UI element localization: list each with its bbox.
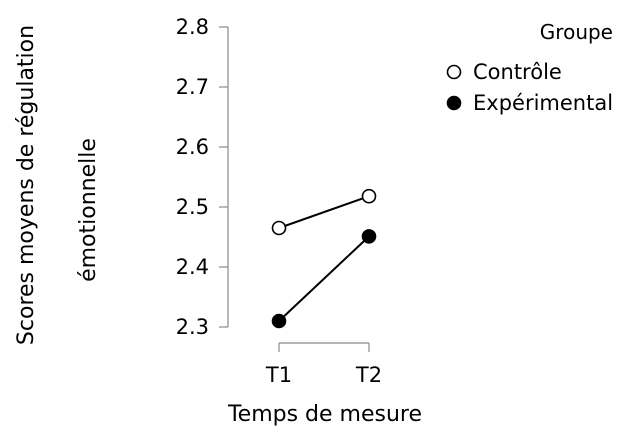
y-tick-label: 2.4 — [176, 255, 209, 279]
y-axis-title: Scores moyens de régulation émotionnelle — [14, 25, 101, 345]
y-axis-title-line-2: émotionnelle — [76, 138, 101, 282]
y-tick-label: 2.6 — [176, 135, 209, 159]
series-line — [278, 235, 370, 322]
y-axis-title-line-1: Scores moyens de régulation — [14, 25, 39, 345]
series-line — [278, 195, 370, 229]
y-axis: 2.8 2.7 2.6 2.5 2.4 2.3 — [176, 15, 229, 339]
x-tick-label: T1 — [265, 363, 292, 387]
legend-items: Contrôle Expérimental — [446, 60, 613, 115]
legend-marker — [446, 64, 462, 80]
data-point — [361, 229, 377, 244]
series-experimental — [271, 229, 377, 329]
legend-label: Contrôle — [473, 60, 562, 84]
data-point — [271, 220, 287, 236]
legend-marker — [446, 95, 462, 111]
x-axis-title: Temps de mesure — [227, 402, 422, 427]
x-tick-label: T2 — [355, 363, 382, 387]
y-tick-label: 2.5 — [176, 195, 209, 219]
x-axis: T1 T2 — [265, 342, 382, 387]
legend-title: Groupe — [540, 20, 613, 44]
data-point — [271, 313, 287, 329]
y-tick-label: 2.3 — [176, 315, 209, 339]
series-layer — [271, 188, 377, 329]
y-tick-label: 2.8 — [176, 15, 209, 39]
data-point — [361, 188, 377, 204]
legend: Groupe Contrôle Expérimental — [446, 20, 613, 115]
y-tick-label: 2.7 — [176, 75, 209, 99]
series-controle — [271, 188, 377, 236]
legend-label: Expérimental — [473, 91, 613, 115]
